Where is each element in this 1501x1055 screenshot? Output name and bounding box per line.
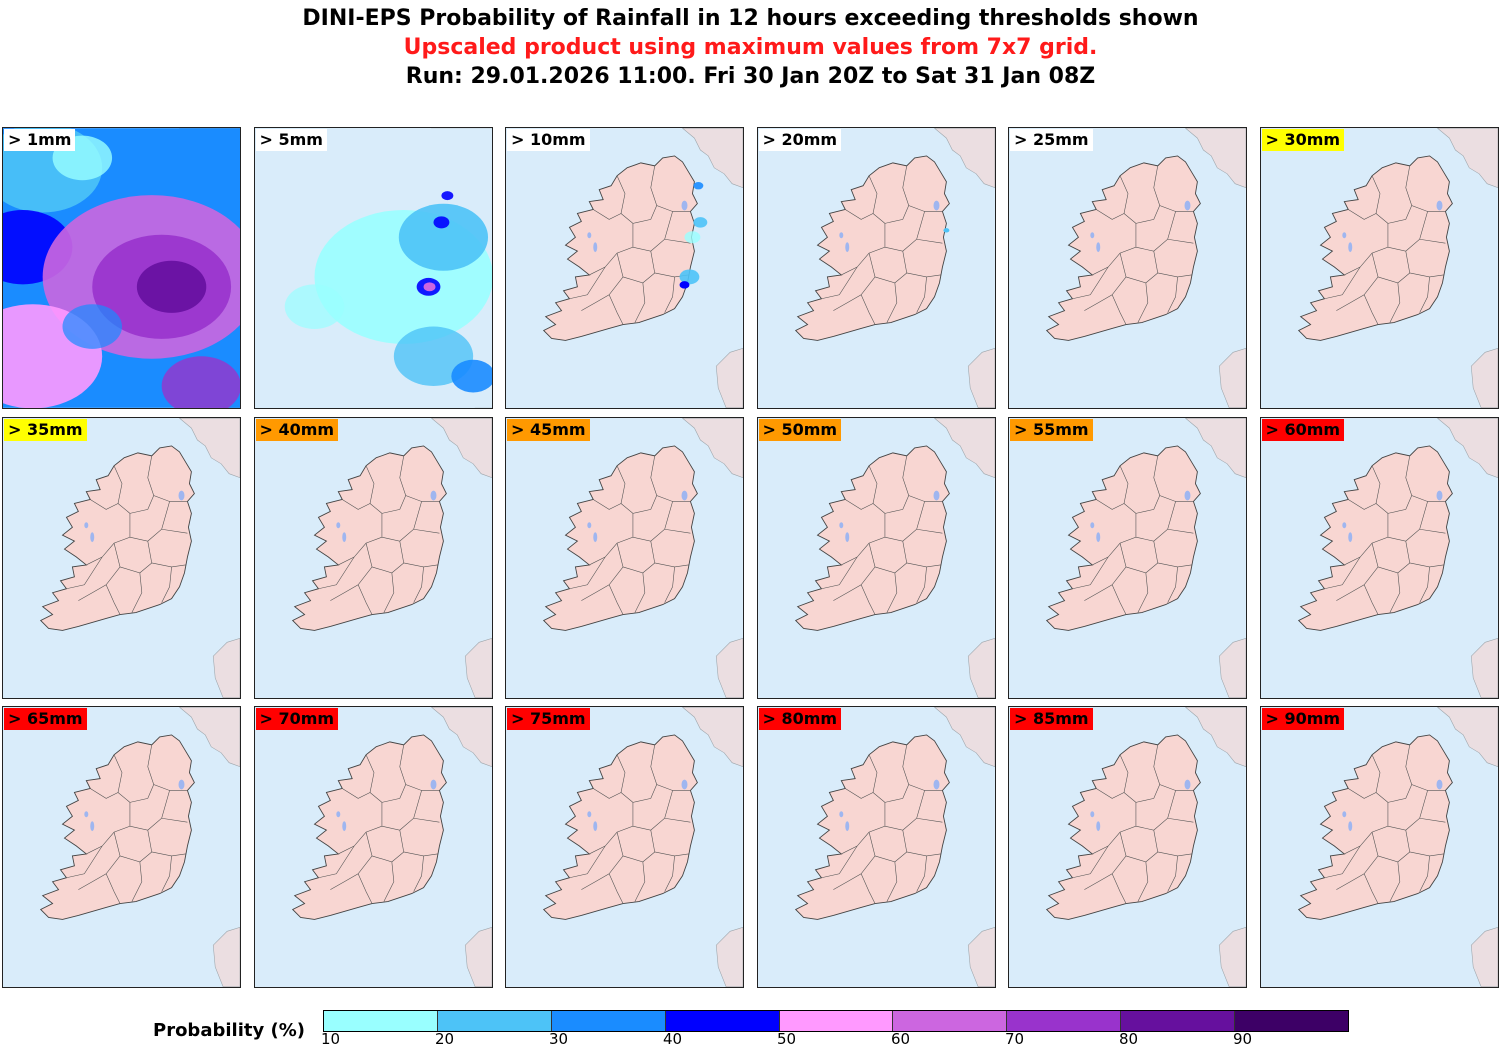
threshold-label: > 1mm	[4, 129, 76, 151]
main-title: DINI-EPS Probability of Rainfall in 12 h…	[302, 6, 1199, 31]
colorbar-segment	[779, 1011, 894, 1031]
threshold-label: > 55mm	[1010, 418, 1093, 441]
ireland-map	[1297, 707, 1498, 987]
threshold-label: > 85mm	[1010, 708, 1093, 730]
ireland-map	[794, 128, 995, 408]
threshold-label: > 45mm	[507, 418, 590, 441]
map-panel: > 20mm	[756, 127, 996, 409]
colorbar-tick: 40	[663, 1030, 683, 1048]
ireland-map	[794, 417, 995, 698]
ireland-map	[1045, 707, 1246, 987]
ireland-map	[542, 128, 743, 408]
threshold-label: > 90mm	[1261, 708, 1345, 730]
map-panel: > 55mm	[1008, 416, 1247, 699]
threshold-label: > 10mm	[507, 129, 590, 151]
ireland-map	[39, 707, 240, 987]
colorbar-tick: 50	[777, 1030, 797, 1048]
colorbar-segment	[324, 1011, 438, 1031]
colorbar: Probability (%) 10 20 30 40 50 60 70 80 90	[0, 1004, 1501, 1055]
map-panel: > 10mm	[505, 127, 744, 409]
colorbar-scale	[323, 1010, 1349, 1032]
colorbar-tick: 20	[435, 1030, 455, 1048]
threshold-label: > 35mm	[4, 418, 87, 441]
threshold-label: > 25mm	[1010, 129, 1093, 151]
threshold-label: > 70mm	[255, 708, 339, 730]
threshold-label: > 50mm	[758, 418, 842, 441]
ireland-map	[1045, 417, 1246, 698]
colorbar-tick: 80	[1119, 1030, 1139, 1048]
colorbar-segment	[437, 1011, 552, 1031]
map-panel: > 90mm	[1259, 706, 1499, 988]
threshold-label: > 30mm	[1261, 129, 1345, 151]
colorbar-label: Probability (%)	[153, 1020, 305, 1041]
map-panel: > 65mm	[2, 706, 241, 988]
map-panel: > 40mm	[253, 416, 493, 699]
run-info: Run: 29.01.2026 11:00. Fri 30 Jan 20Z to…	[405, 64, 1096, 89]
ireland-map	[1297, 128, 1498, 408]
colorbar-tick: 90	[1233, 1030, 1253, 1048]
threshold-label: > 65mm	[4, 708, 87, 730]
subtitle-upscaled: Upscaled product using maximum values fr…	[403, 35, 1098, 60]
ireland-map	[1045, 128, 1246, 408]
threshold-label: > 75mm	[507, 708, 590, 730]
ireland-map	[1297, 417, 1498, 698]
map-panel: > 25mm	[1008, 127, 1247, 409]
colorbar-tick: 10	[321, 1030, 341, 1048]
threshold-label: > 80mm	[758, 708, 842, 730]
ireland-map	[291, 707, 492, 987]
map-panel: > 60mm	[1259, 416, 1499, 699]
threshold-label: > 60mm	[1261, 418, 1345, 441]
colorbar-segment	[1007, 1011, 1122, 1031]
colorbar-segment	[551, 1011, 666, 1031]
colorbar-segment	[1121, 1011, 1236, 1031]
ireland-map	[794, 707, 995, 987]
ireland-map	[254, 128, 492, 408]
ireland-map	[291, 417, 492, 698]
colorbar-segment	[893, 1011, 1008, 1031]
title-block: DINI-EPS Probability of Rainfall in 12 h…	[0, 4, 1501, 91]
colorbar-tick: 60	[891, 1030, 911, 1048]
colorbar-tick: 70	[1005, 1030, 1025, 1048]
ireland-map	[39, 417, 240, 698]
colorbar-segment	[1235, 1011, 1349, 1031]
ireland-map	[542, 417, 743, 698]
threshold-label: > 5mm	[255, 129, 327, 151]
map-panel: > 75mm	[505, 706, 744, 988]
map-panel: > 45mm	[505, 416, 744, 699]
map-panel-grid: > 1mm > 5mm > 10mm > 20mm > 25mm > 30mm > 35mm…	[2, 127, 1499, 989]
threshold-label: > 20mm	[758, 129, 842, 151]
threshold-label: > 40mm	[255, 418, 339, 441]
colorbar-tick: 30	[549, 1030, 569, 1048]
map-panel: > 85mm	[1008, 706, 1247, 988]
map-panel: > 80mm	[756, 706, 996, 988]
ireland-map	[542, 707, 743, 987]
map-panel: > 70mm	[253, 706, 493, 988]
map-panel: > 30mm	[1259, 127, 1499, 409]
map-panel: > 50mm	[756, 416, 996, 699]
map-panel: > 5mm	[253, 127, 493, 409]
map-panel: > 35mm	[2, 416, 241, 699]
colorbar-segment	[665, 1011, 780, 1031]
ireland-map	[3, 128, 240, 408]
map-panel: > 1mm	[2, 127, 241, 409]
